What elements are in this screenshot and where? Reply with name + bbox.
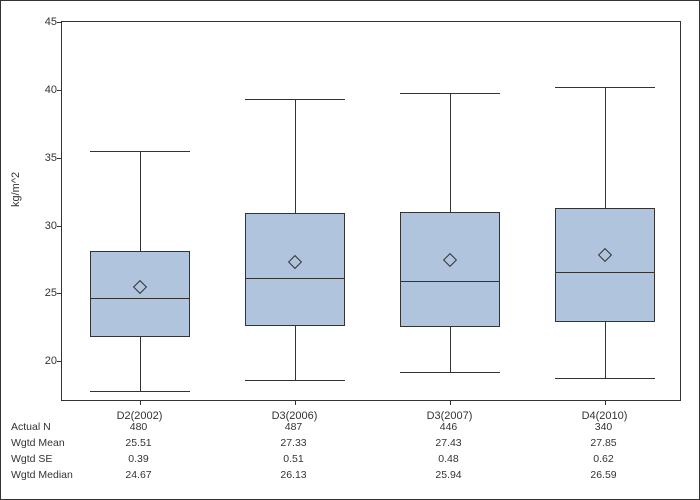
whisker-cap-lower [90,391,190,392]
y-tick-label: 30 [32,220,57,232]
chart-container: kg/m^2 202530354045D2(2002)D3(2006)D3(20… [0,0,700,500]
whisker-upper [140,151,141,251]
y-tick-mark [57,226,62,227]
plot-area: 202530354045D2(2002)D3(2006)D3(2007)D4(2… [61,21,681,401]
stats-value: 446 [440,421,458,433]
whisker-lower [295,326,296,380]
whisker-cap-lower [400,372,500,373]
x-tick-mark [295,400,296,405]
stats-value: 0.39 [128,453,148,465]
stats-value: 24.67 [125,469,151,481]
median-line [400,281,500,282]
boxplot-box [400,212,500,327]
stats-value: 0.51 [283,453,303,465]
x-tick-mark [140,400,141,405]
boxplot-box [555,208,655,322]
y-tick-label: 45 [32,16,57,28]
y-tick-mark [57,90,62,91]
whisker-upper [605,87,606,208]
stats-value: 340 [595,421,613,433]
stats-value: 27.43 [435,437,461,449]
median-line [555,272,655,273]
stats-label: Wgtd SE [11,453,52,465]
y-tick-mark [57,361,62,362]
y-tick-mark [57,158,62,159]
whisker-lower [450,327,451,372]
whisker-cap-lower [245,380,345,381]
y-axis-label: kg/m^2 [10,172,22,207]
whisker-cap-upper [245,99,345,100]
stats-label: Wgtd Median [11,469,73,481]
stats-value: 26.59 [590,469,616,481]
y-tick-label: 35 [32,152,57,164]
whisker-cap-upper [400,93,500,94]
whisker-cap-upper [555,87,655,88]
whisker-upper [450,93,451,212]
stats-value: 0.48 [438,453,458,465]
stats-value: 26.13 [280,469,306,481]
stats-value: 480 [130,421,148,433]
y-tick-label: 20 [32,355,57,367]
whisker-cap-upper [90,151,190,152]
median-line [245,278,345,279]
stats-value: 25.51 [125,437,151,449]
boxplot-box [245,213,345,326]
y-tick-mark [57,293,62,294]
median-line [90,298,190,299]
stats-value: 25.94 [435,469,461,481]
y-tick-label: 40 [32,84,57,96]
stats-value: 27.85 [590,437,616,449]
x-tick-mark [605,400,606,405]
stats-label: Actual N [11,421,51,433]
y-tick-mark [57,22,62,23]
whisker-cap-lower [555,378,655,379]
whisker-lower [605,322,606,378]
stats-value: 0.62 [593,453,613,465]
whisker-upper [295,99,296,213]
whisker-lower [140,337,141,391]
stats-value: 487 [285,421,303,433]
stats-label: Wgtd Mean [11,437,65,449]
x-tick-mark [450,400,451,405]
y-tick-label: 25 [32,287,57,299]
stats-value: 27.33 [280,437,306,449]
